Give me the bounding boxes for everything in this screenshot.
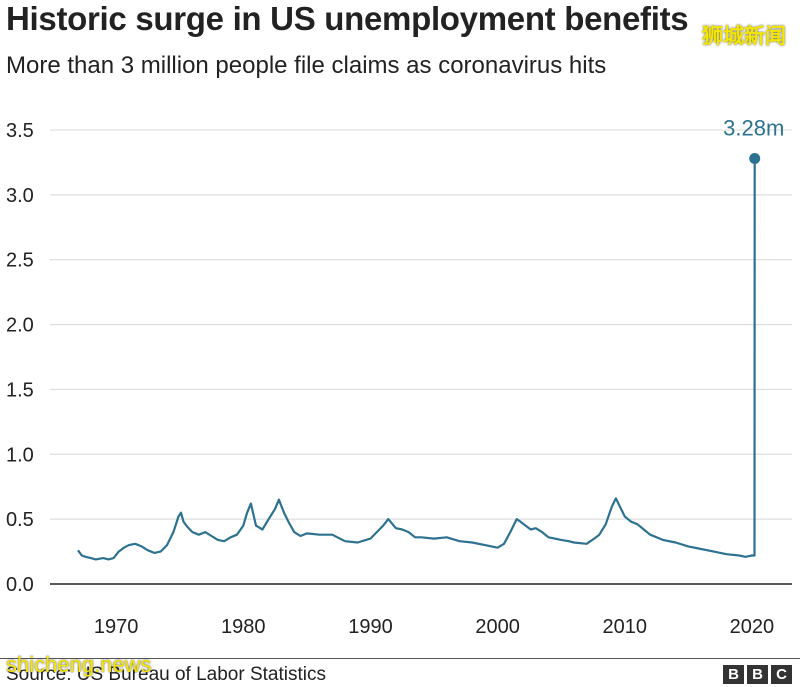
x-tick-label: 2010 [603, 616, 648, 638]
x-tick-label: 2020 [730, 616, 775, 638]
x-axis-tick-labels: 1970 1980 1990 2000 2010 2020 [94, 616, 774, 638]
peak-point [749, 153, 761, 165]
watermark-top: 狮城新闻 [702, 24, 786, 48]
source-note: Source: US Bureau of Labor Statistics [6, 664, 326, 685]
line-chart: 0.0 0.5 1.0 1.5 2.0 2.5 3.0 3.5 1970 1980 1990 200… [6, 116, 792, 638]
series-line-claims [77, 158, 756, 561]
watermark-bottom: shicheng.news [6, 652, 152, 677]
logo-letter: B [747, 665, 768, 684]
x-tick-label: 1980 [221, 616, 266, 638]
y-tick-label: 3.5 [6, 120, 34, 142]
data-points [749, 153, 761, 165]
peak-label: 3.28m [723, 116, 784, 141]
footer-divider [0, 658, 800, 659]
y-tick-label: 0.5 [6, 509, 34, 531]
y-tick-label: 2.0 [6, 315, 34, 337]
y-tick-label: 2.5 [6, 250, 34, 272]
gridlines [50, 129, 792, 585]
x-tick-label: 1990 [348, 616, 393, 638]
x-tick-label: 2000 [475, 616, 520, 638]
chart-title: Historic surge in US unemployment benefi… [6, 0, 689, 37]
logo-letter: C [771, 665, 792, 684]
chart-subtitle: More than 3 million people file claims a… [6, 52, 607, 79]
y-tick-label: 1.0 [6, 444, 34, 466]
y-tick-label: 1.5 [6, 379, 34, 401]
logo-letter: B [723, 665, 744, 684]
y-tick-label: 0.0 [6, 574, 34, 596]
x-tick-label: 1970 [94, 616, 139, 638]
y-tick-label: 3.0 [6, 185, 34, 207]
bbc-logo: B B C [723, 665, 792, 684]
annotations: 3.28m [723, 116, 784, 141]
y-axis-tick-labels: 0.0 0.5 1.0 1.5 2.0 2.5 3.0 3.5 [6, 120, 34, 596]
